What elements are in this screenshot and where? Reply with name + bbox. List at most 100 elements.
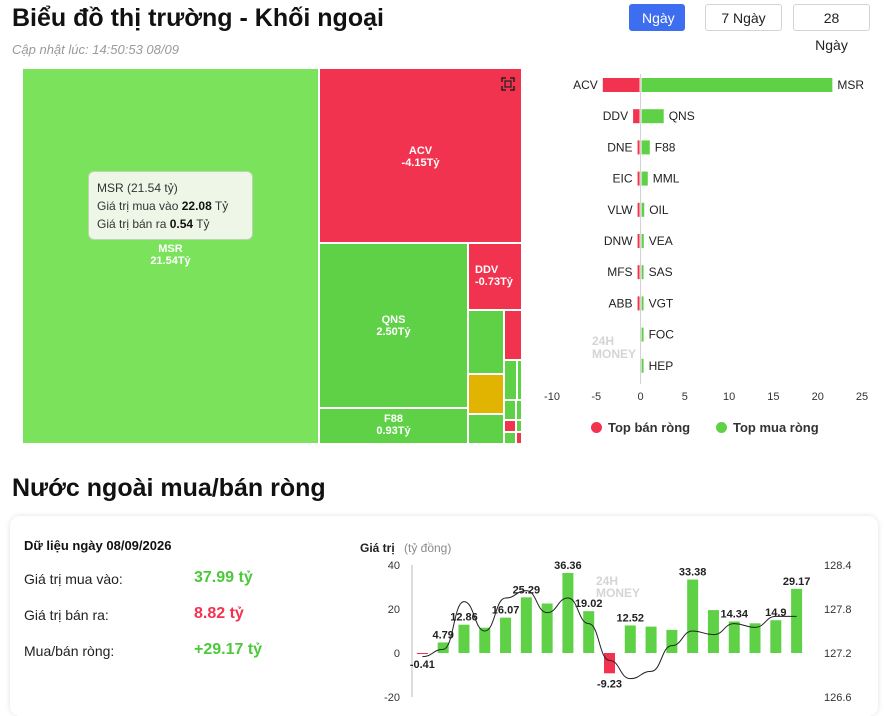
buy-bar bbox=[641, 140, 650, 155]
buy-code-label: VGT bbox=[649, 296, 674, 310]
sell-bar bbox=[637, 296, 640, 311]
tile-code: DDV bbox=[475, 264, 499, 276]
buy-code-label: OIL bbox=[649, 203, 669, 217]
bar-value-label: 36.36 bbox=[554, 560, 582, 572]
tab-7-days[interactable]: 7 Ngày bbox=[705, 4, 782, 31]
buy-bar bbox=[641, 327, 644, 342]
treemap-tile-ddv[interactable]: DDV -0.73Tỷ bbox=[468, 243, 522, 310]
legend-top-sell[interactable]: Top bán ròng bbox=[591, 420, 690, 435]
fullscreen-icon[interactable] bbox=[501, 77, 515, 91]
treemap-tile[interactable] bbox=[517, 360, 522, 400]
treemap-tile-msr[interactable]: MSR 21.54Tỷ bbox=[22, 68, 319, 444]
bar-value-label: 29.17 bbox=[783, 576, 811, 588]
buy-bar bbox=[641, 109, 664, 124]
sell-value: 8.82 tỷ bbox=[194, 605, 244, 622]
net-bar bbox=[458, 624, 470, 653]
treemap-tile[interactable] bbox=[516, 432, 522, 444]
sell-code-label: VLW bbox=[607, 203, 633, 217]
tile-value: 2.50Tỷ bbox=[376, 326, 411, 338]
x-tick-label: 0 bbox=[638, 391, 644, 403]
buy-bar bbox=[641, 171, 648, 186]
treemap-tile[interactable] bbox=[468, 310, 504, 374]
treemap-tile[interactable] bbox=[468, 374, 504, 414]
tile-code: ACV bbox=[408, 145, 433, 157]
sell-bar bbox=[637, 265, 640, 280]
net-value: +29.17 tỷ bbox=[194, 641, 263, 658]
treemap-tile[interactable] bbox=[504, 400, 516, 420]
net-bar bbox=[645, 626, 657, 653]
net-bar bbox=[416, 653, 428, 654]
net-bar bbox=[437, 642, 449, 653]
x-tick-label: 15 bbox=[767, 391, 779, 403]
net-bar bbox=[562, 573, 574, 653]
legend-buy-swatch bbox=[716, 422, 727, 433]
x-tick-label: 5 bbox=[682, 391, 688, 403]
buy-code-label: MSR bbox=[837, 78, 864, 92]
bar-value-label: 4.79 bbox=[432, 629, 453, 641]
treemap-tile-qns[interactable]: QNS 2.50Tỷ bbox=[319, 243, 468, 408]
net-bar bbox=[707, 610, 719, 653]
net-summary-card bbox=[10, 516, 878, 716]
buy-value: 37.99 tỷ bbox=[194, 569, 253, 586]
bar-value-label: -9.23 bbox=[597, 678, 622, 690]
top-net-bar-chart: 24H MONEY MSR ACV QNS DDV F88 DNE MML EIC OIL VLW… bbox=[544, 74, 868, 403]
sell-code-label: DDV bbox=[603, 109, 628, 123]
net-bar bbox=[604, 653, 615, 674]
buy-code-label: F88 bbox=[655, 140, 676, 154]
treemap-tile[interactable] bbox=[516, 400, 522, 420]
data-date-header: Dữ liệu ngày 08/09/2026 bbox=[24, 538, 172, 553]
buy-bar bbox=[641, 202, 645, 217]
y2-tick-label: 126.6 bbox=[824, 692, 852, 704]
treemap-tile[interactable] bbox=[504, 420, 516, 432]
y2-tick-label: 127.2 bbox=[824, 648, 852, 660]
tab-28-days[interactable]: 28 Ngày bbox=[793, 4, 870, 53]
treemap-tile[interactable] bbox=[504, 360, 517, 400]
treemap-tile-f88[interactable]: F88 0.93Tỷ bbox=[319, 408, 468, 444]
buy-bar bbox=[641, 265, 644, 280]
net-section-title: Nước ngoài mua/bán ròng bbox=[12, 474, 326, 502]
treemap-tile-acv[interactable]: ACV -4.15Tỷ bbox=[319, 68, 522, 243]
buy-bar bbox=[641, 296, 644, 311]
net-bar bbox=[541, 603, 553, 653]
sell-value-label: Giá trị bán ra: bbox=[24, 607, 109, 623]
net-bar bbox=[791, 588, 803, 653]
sell-bar bbox=[637, 140, 640, 155]
treemap-tooltip: MSR (21.54 tỷ) Giá trị mua vào 22.08 Tỷ … bbox=[88, 171, 253, 240]
buy-code-label: VEA bbox=[649, 234, 673, 248]
x-tick-label: -5 bbox=[591, 391, 601, 403]
watermark-money: MONEY bbox=[596, 586, 640, 600]
bar-value-label: 33.38 bbox=[679, 567, 707, 579]
tooltip-title: MSR (21.54 tỷ) bbox=[97, 181, 178, 195]
bar-value-label: 14.9 bbox=[765, 607, 786, 619]
bar-value-label: 19.02 bbox=[575, 598, 603, 610]
sell-code-label: EIC bbox=[613, 172, 633, 186]
sell-code-label: ACV bbox=[573, 78, 598, 92]
sell-bar bbox=[637, 202, 640, 217]
buy-bar bbox=[641, 78, 833, 92]
sell-code-label: ABB bbox=[609, 296, 633, 310]
tile-code: QNS bbox=[381, 314, 406, 326]
net-bar bbox=[479, 627, 491, 653]
sell-bar bbox=[637, 234, 640, 248]
treemap-tile[interactable] bbox=[504, 310, 522, 360]
net-bar bbox=[500, 617, 512, 653]
tile-value: -0.73Tỷ bbox=[475, 276, 513, 288]
legend-top-buy[interactable]: Top mua ròng bbox=[716, 420, 819, 435]
y-axis-unit: (tỷ đồng) bbox=[404, 541, 451, 555]
bar-value-label: 12.86 bbox=[450, 612, 478, 624]
treemap-tile[interactable] bbox=[468, 414, 504, 444]
treemap-tile[interactable] bbox=[516, 420, 522, 432]
watermark-24h: 24H bbox=[596, 574, 618, 588]
treemap-tile[interactable] bbox=[504, 432, 516, 444]
y-tick-label: 0 bbox=[394, 648, 400, 660]
tooltip-buy-row: Giá trị mua vào 22.08 Tỷ bbox=[97, 199, 229, 213]
y-axis-label: Giá trị bbox=[360, 541, 395, 555]
y2-tick-label: 128.4 bbox=[824, 560, 852, 572]
tab-day[interactable]: Ngày bbox=[629, 4, 685, 31]
net-bar bbox=[624, 625, 636, 653]
net-bar bbox=[770, 620, 782, 653]
buy-code-label: SAS bbox=[649, 265, 673, 279]
buy-code-label: FOC bbox=[649, 328, 675, 342]
bar-value-label: -0.41 bbox=[410, 659, 435, 671]
y-tick-label: -20 bbox=[384, 692, 400, 704]
